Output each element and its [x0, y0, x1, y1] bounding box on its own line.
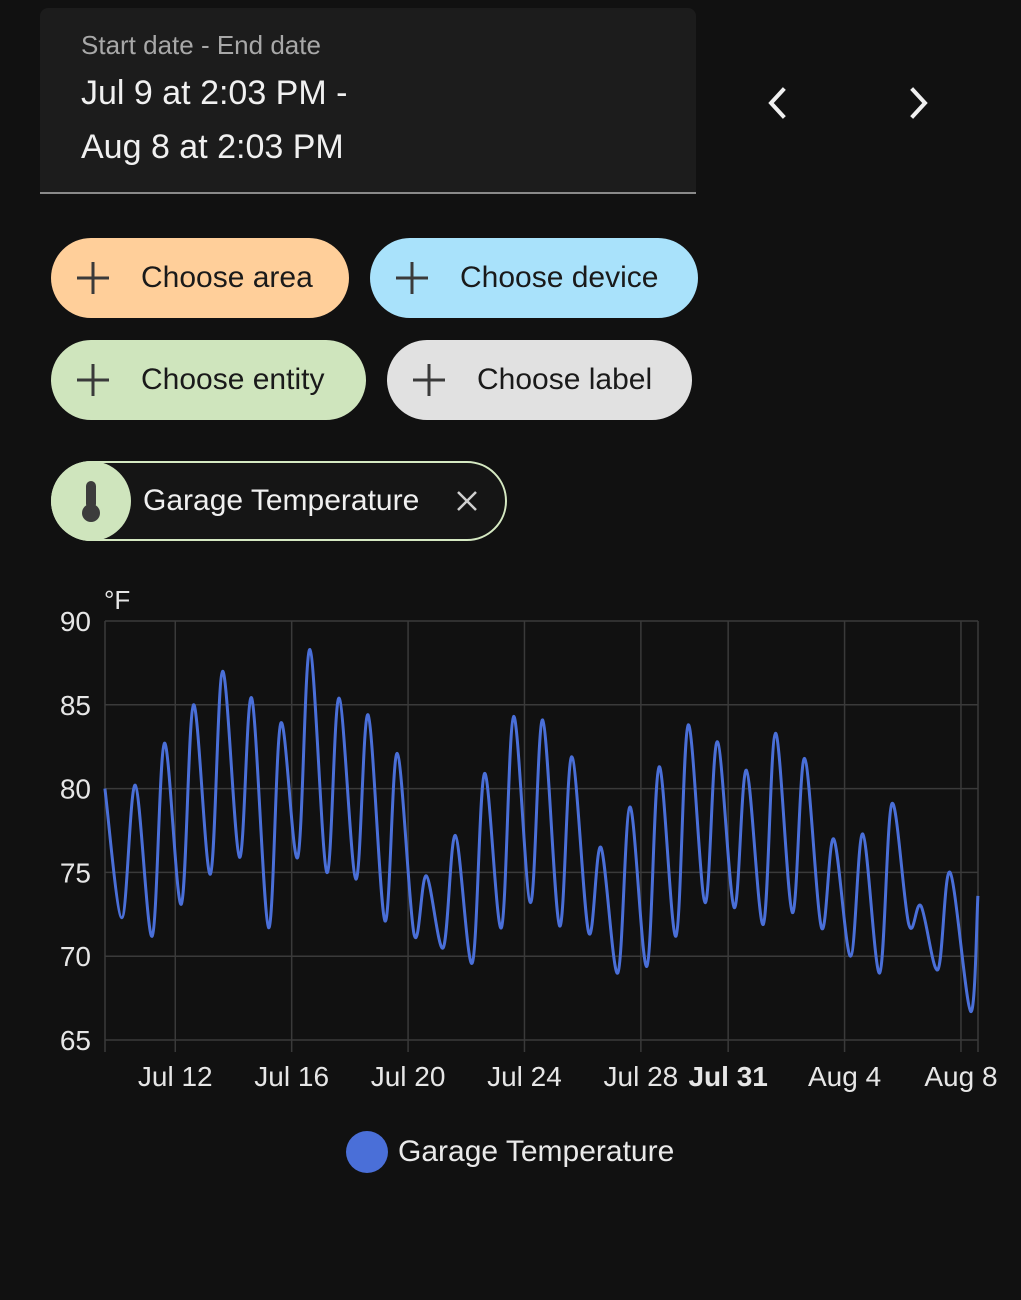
entity-icon-container	[51, 461, 131, 541]
x-tick-label: Jul 16	[254, 1061, 329, 1092]
date-range-label: Start date - End date	[81, 30, 321, 60]
x-tick-label: Jul 31	[688, 1061, 767, 1092]
close-icon	[457, 491, 477, 511]
choose-area-button[interactable]: Choose area	[51, 238, 349, 318]
choose-device-label: Choose device	[460, 261, 659, 294]
selected-entity-name: Garage Temperature	[143, 484, 420, 517]
x-tick-label: Jul 12	[138, 1061, 213, 1092]
chart-legend[interactable]: Garage Temperature	[346, 1130, 674, 1174]
selected-entity-chip[interactable]: Garage Temperature	[51, 461, 507, 541]
plus-icon	[396, 262, 428, 294]
choose-label-label: Choose label	[477, 363, 653, 396]
chevron-right-icon	[910, 87, 928, 119]
series-line-garage-temperature	[103, 647, 980, 1014]
next-period-button[interactable]	[896, 80, 942, 126]
date-range-end: Aug 8 at 2:03 PM	[81, 128, 344, 166]
x-tick-label: Jul 24	[487, 1061, 562, 1092]
y-tick-label: 80	[60, 774, 91, 805]
x-tick-label: Jul 20	[371, 1061, 446, 1092]
y-axis-unit: °F	[104, 585, 130, 615]
x-tick-label: Jul 28	[604, 1061, 679, 1092]
choose-entity-button[interactable]: Choose entity	[51, 340, 366, 420]
temperature-chart: °F 90 85 80 75 70 65 Jul 12 Jul 16 Jul 20 Jul 24…	[60, 585, 998, 1092]
legend-label: Garage Temperature	[398, 1135, 675, 1168]
remove-entity-button[interactable]	[447, 481, 487, 521]
plus-icon	[413, 364, 445, 396]
choose-area-label: Choose area	[141, 261, 313, 294]
choose-device-button[interactable]: Choose device	[370, 238, 698, 318]
plus-icon	[77, 262, 109, 294]
thermometer-icon	[82, 481, 100, 522]
y-tick-label: 85	[60, 690, 91, 721]
date-range-picker[interactable]: Start date - End date Jul 9 at 2:03 PM -…	[40, 8, 696, 194]
y-tick-label: 65	[60, 1025, 91, 1056]
chevron-left-icon	[768, 87, 786, 119]
choose-entity-label: Choose entity	[141, 363, 325, 396]
y-tick-label: 70	[60, 941, 91, 972]
choose-label-button[interactable]: Choose label	[387, 340, 692, 420]
y-tick-label: 90	[60, 606, 91, 637]
date-range-start: Jul 9 at 2:03 PM -	[81, 74, 348, 112]
legend-swatch	[346, 1131, 388, 1173]
x-tick-label: Aug 8	[924, 1061, 997, 1092]
x-tick-label: Aug 4	[808, 1061, 881, 1092]
y-tick-label: 75	[60, 857, 91, 888]
plus-icon	[77, 364, 109, 396]
previous-period-button[interactable]	[754, 80, 800, 126]
